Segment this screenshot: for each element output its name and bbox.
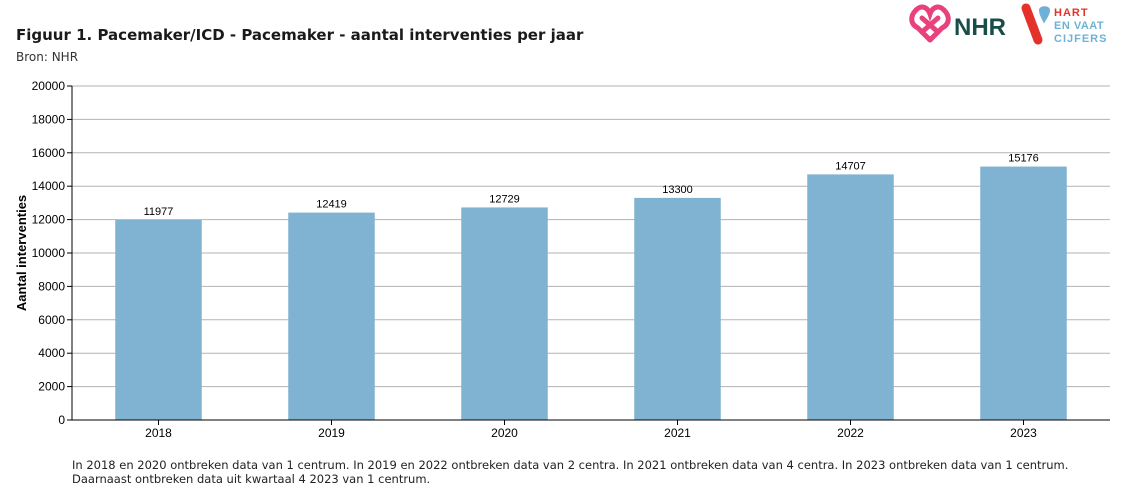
grid-lines [72,85,1110,388]
y-tick-label: 14000 [32,179,66,193]
logos: NHR HART EN VAAT CIJFERS [909,3,1107,45]
bar [461,207,548,420]
x-tick-label: 2022 [837,426,864,440]
page-title: Figuur 1. Pacemaker/ICD - Pacemaker - aa… [16,26,584,44]
nhr-logo: NHR [909,4,1006,43]
y-tick-label: 6000 [38,313,65,327]
y-tick-label: 20000 [32,79,66,93]
y-tick-label: 18000 [32,112,66,126]
y-tick-label: 12000 [32,213,66,227]
x-tick-label: 2023 [1010,426,1037,440]
data-label: 11977 [144,206,174,218]
x-tick-label: 2019 [318,426,345,440]
bar [288,212,375,420]
x-tick-label: 2020 [491,426,518,440]
footnote-line-2: Daarnaast ontbreken data uit kwartaal 4 … [72,472,431,486]
data-label: 12419 [316,199,347,211]
bars: 11977 12419 12729 13300 14707 15176 [115,153,1067,420]
bar [634,197,721,420]
x-tick-label: 2018 [145,426,172,440]
hart-vaat-line2: EN VAAT [1054,20,1104,32]
hart-vaat-line3: CIJFERS [1054,33,1107,45]
nhr-logo-text: NHR [954,14,1006,41]
data-label: 14707 [835,160,866,172]
y-tick-label: 2000 [38,380,65,394]
axes: 0 2000 4000 6000 8000 10000 12000 14000 16000 180… [32,79,1110,440]
hart-vaat-heart-icon [1021,3,1050,45]
y-tick-label: 10000 [32,246,66,260]
x-tick-label: 2021 [664,426,691,440]
data-label: 13300 [662,184,693,196]
hart-vaat-line1: HART [1054,7,1089,19]
bar [115,219,202,420]
y-axis-label: Aantal interventies [14,195,29,311]
footnote: In 2018 en 2020 ontbreken data van 1 cen… [72,458,1068,486]
bar [807,174,894,420]
bar [980,166,1067,420]
y-tick-label: 8000 [38,279,65,293]
footnote-line-1: In 2018 en 2020 ontbreken data van 1 cen… [72,458,1069,472]
y-tick-label: 0 [58,413,65,427]
y-tick-label: 4000 [38,346,65,360]
y-tick-label: 16000 [32,146,66,160]
data-label: 15176 [1008,153,1039,165]
source-label: Bron: NHR [16,50,79,64]
data-label: 12729 [489,193,520,205]
nhr-heart-icon [909,4,951,43]
hart-vaat-logo: HART EN VAAT CIJFERS [1021,3,1107,45]
